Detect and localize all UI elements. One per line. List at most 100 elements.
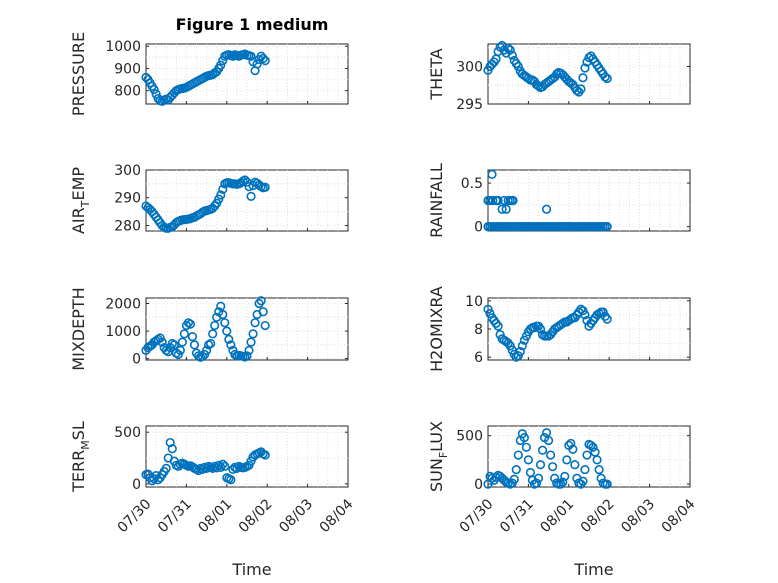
data-point bbox=[487, 169, 497, 179]
data-point bbox=[602, 73, 612, 84]
data-point bbox=[523, 455, 534, 465]
y-tick-label: 800 bbox=[114, 84, 141, 100]
data-point bbox=[149, 84, 159, 95]
data-point bbox=[244, 182, 254, 192]
x-tick-label: 07/31 bbox=[497, 496, 537, 536]
y-axis-label: TERRMSL bbox=[69, 421, 92, 493]
data-point bbox=[220, 318, 230, 328]
subplot-5: 0 1000 2000 MIXDEPTH bbox=[69, 287, 349, 371]
data-point bbox=[206, 338, 216, 349]
data-point bbox=[570, 460, 580, 470]
data-point bbox=[566, 438, 576, 449]
y-tick-label: 500 bbox=[456, 429, 483, 445]
data-point bbox=[521, 442, 531, 452]
data-point bbox=[511, 464, 521, 475]
data-point bbox=[578, 73, 588, 83]
data-point bbox=[568, 444, 578, 454]
data-point bbox=[224, 334, 234, 344]
subplot-6: 6 8 10 H2OMIXRA bbox=[427, 286, 691, 372]
data-point bbox=[242, 351, 252, 361]
subplot-7: 0 500 07/30 07/31 08/01 08/02 08/03 08/04 TERRMS… bbox=[69, 421, 357, 536]
y-axis-label: MIXDEPTH bbox=[69, 287, 88, 370]
y-tick-label: 10 bbox=[465, 294, 483, 310]
data-point bbox=[580, 310, 590, 320]
data-point bbox=[240, 175, 250, 185]
data-point bbox=[210, 461, 220, 471]
x-tick-label: 08/03 bbox=[618, 496, 658, 536]
data-point bbox=[602, 479, 612, 489]
x-axis-label-left: Time bbox=[231, 560, 271, 579]
data-point bbox=[592, 455, 602, 465]
y-axis-label: H2OMIXRA bbox=[427, 286, 446, 372]
subplot-8: 0 500 07/30 07/31 08/01 08/02 08/03 08/04 SUNFLU… bbox=[427, 421, 699, 536]
y-axis-label: THETA bbox=[427, 48, 446, 100]
x-tick-label: 07/30 bbox=[115, 496, 155, 536]
data-point bbox=[258, 307, 268, 317]
y-tick-label: 8 bbox=[474, 322, 483, 338]
data-point bbox=[566, 314, 576, 324]
data-point bbox=[175, 345, 185, 355]
data-point bbox=[535, 324, 546, 334]
x-tick-label: 08/01 bbox=[195, 496, 235, 536]
data-point bbox=[244, 345, 254, 355]
data-point bbox=[556, 479, 566, 489]
data-point bbox=[246, 191, 256, 201]
y-tick-label: 0.5 bbox=[461, 176, 483, 192]
data-point bbox=[580, 63, 590, 73]
data-point bbox=[558, 477, 568, 487]
data-point bbox=[197, 351, 208, 362]
data-point bbox=[260, 450, 270, 460]
data-point bbox=[226, 340, 236, 350]
data-point bbox=[533, 81, 544, 91]
subplot-2: 295 300 THETA bbox=[427, 40, 691, 113]
data-point bbox=[562, 455, 572, 465]
data-point bbox=[503, 43, 513, 54]
data-point bbox=[493, 195, 503, 206]
data-point bbox=[493, 321, 503, 331]
data-point bbox=[256, 296, 266, 306]
x-tick-label: 08/01 bbox=[537, 496, 577, 536]
data-point bbox=[501, 204, 511, 214]
y-tick-label: 300 bbox=[456, 60, 483, 76]
x-tick-label: 08/03 bbox=[276, 496, 316, 536]
y-tick-label: 6 bbox=[474, 350, 483, 366]
data-point bbox=[576, 84, 586, 94]
data-point bbox=[513, 450, 523, 460]
subplot-4: 0 0.5 RAINFALL bbox=[427, 163, 691, 238]
data-point bbox=[183, 318, 194, 328]
data-point bbox=[226, 475, 236, 485]
data-point bbox=[578, 476, 588, 486]
y-tick-label: 280 bbox=[114, 218, 141, 234]
data-point bbox=[157, 337, 167, 347]
y-tick-label: 0 bbox=[132, 477, 141, 493]
data-point bbox=[179, 329, 189, 339]
subplot-3: 280 290 300 AIRTEMP bbox=[69, 163, 349, 234]
data-point bbox=[529, 322, 540, 333]
y-tick-label: 1000 bbox=[105, 324, 141, 340]
x-axis-label-right: Time bbox=[573, 560, 613, 579]
data-point bbox=[204, 340, 214, 350]
data-point bbox=[177, 337, 187, 347]
y-tick-label: 0 bbox=[474, 220, 483, 236]
data-point bbox=[230, 349, 240, 360]
data-point bbox=[216, 190, 226, 200]
data-point bbox=[584, 52, 594, 63]
data-point bbox=[189, 340, 200, 350]
data-point bbox=[602, 222, 612, 232]
data-point bbox=[252, 59, 262, 69]
x-tick-label: 07/30 bbox=[457, 496, 497, 536]
data-point bbox=[535, 460, 546, 470]
data-point bbox=[572, 85, 582, 96]
data-point bbox=[582, 450, 592, 460]
data-point bbox=[167, 444, 177, 454]
data-point bbox=[202, 345, 212, 355]
data-point bbox=[543, 435, 554, 446]
data-point bbox=[260, 320, 270, 331]
data-point bbox=[513, 61, 523, 72]
x-tick-label: 08/02 bbox=[236, 496, 276, 536]
data-point bbox=[509, 474, 519, 484]
data-point bbox=[250, 318, 260, 328]
data-point bbox=[161, 463, 171, 473]
